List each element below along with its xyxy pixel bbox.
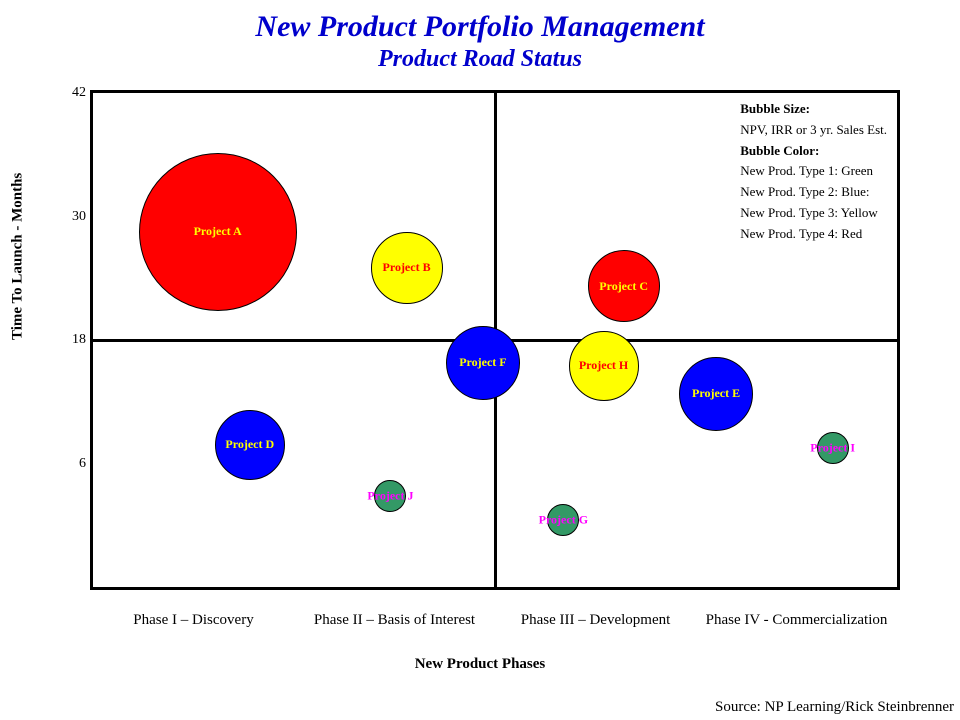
- y-axis-label: Time To Launch - Months: [10, 173, 27, 340]
- bubble-label-f: Project F: [459, 355, 506, 370]
- bubble-h: Project H: [569, 331, 639, 401]
- legend-size-desc: NPV, IRR or 3 yr. Sales Est.: [740, 120, 887, 141]
- bubble-label-g: Project G: [523, 513, 603, 528]
- bubble-d: Project D: [215, 410, 285, 480]
- bubble-a: Project A: [139, 153, 297, 311]
- bubble-chart-plot: Bubble Size: NPV, IRR or 3 yr. Sales Est…: [90, 90, 900, 590]
- bubble-j: Project J: [374, 480, 406, 512]
- phase-label: Phase I – Discovery: [133, 612, 253, 629]
- bubble-label-j: Project J: [350, 489, 430, 504]
- x-axis-label: New Product Phases: [0, 656, 960, 673]
- bubble-b: Project B: [371, 232, 443, 304]
- y-tick-label: 30: [26, 209, 86, 225]
- phase-label: Phase II – Basis of Interest: [314, 612, 475, 629]
- bubble-i: Project I: [817, 432, 849, 464]
- y-tick-label: 42: [26, 85, 86, 101]
- chart-page: New Product Portfolio Management Product…: [0, 0, 960, 720]
- bubble-label-c: Project C: [599, 279, 648, 294]
- bubble-label-e: Project E: [692, 386, 740, 401]
- bubble-label-b: Project B: [383, 260, 431, 275]
- y-tick-label: 18: [26, 332, 86, 348]
- chart-title-line2: Product Road Status: [0, 46, 960, 73]
- bubble-f: Project F: [446, 326, 520, 400]
- legend-item: New Prod. Type 1: Green: [740, 161, 887, 182]
- source-attribution: Source: NP Learning/Rick Steinbrenner: [715, 699, 954, 716]
- phase-label: Phase III – Development: [521, 612, 671, 629]
- bubble-label-i: Project I: [793, 441, 873, 456]
- legend-item: New Prod. Type 3: Yellow: [740, 203, 887, 224]
- bubble-g: Project G: [547, 504, 579, 536]
- bubble-label-a: Project A: [194, 224, 242, 239]
- legend-color-header: Bubble Color:: [740, 141, 887, 162]
- bubble-e: Project E: [679, 357, 753, 431]
- bubble-label-d: Project D: [225, 437, 274, 452]
- bubble-c: Project C: [588, 250, 660, 322]
- y-tick-label: 6: [26, 456, 86, 472]
- legend-item: New Prod. Type 4: Red: [740, 224, 887, 245]
- chart-title-line1: New Product Portfolio Management: [0, 10, 960, 44]
- bubble-label-h: Project H: [579, 358, 628, 373]
- phase-label: Phase IV - Commercialization: [706, 612, 888, 629]
- legend-size-header: Bubble Size:: [740, 99, 887, 120]
- legend-box: Bubble Size: NPV, IRR or 3 yr. Sales Est…: [740, 99, 887, 245]
- legend-item: New Prod. Type 2: Blue:: [740, 182, 887, 203]
